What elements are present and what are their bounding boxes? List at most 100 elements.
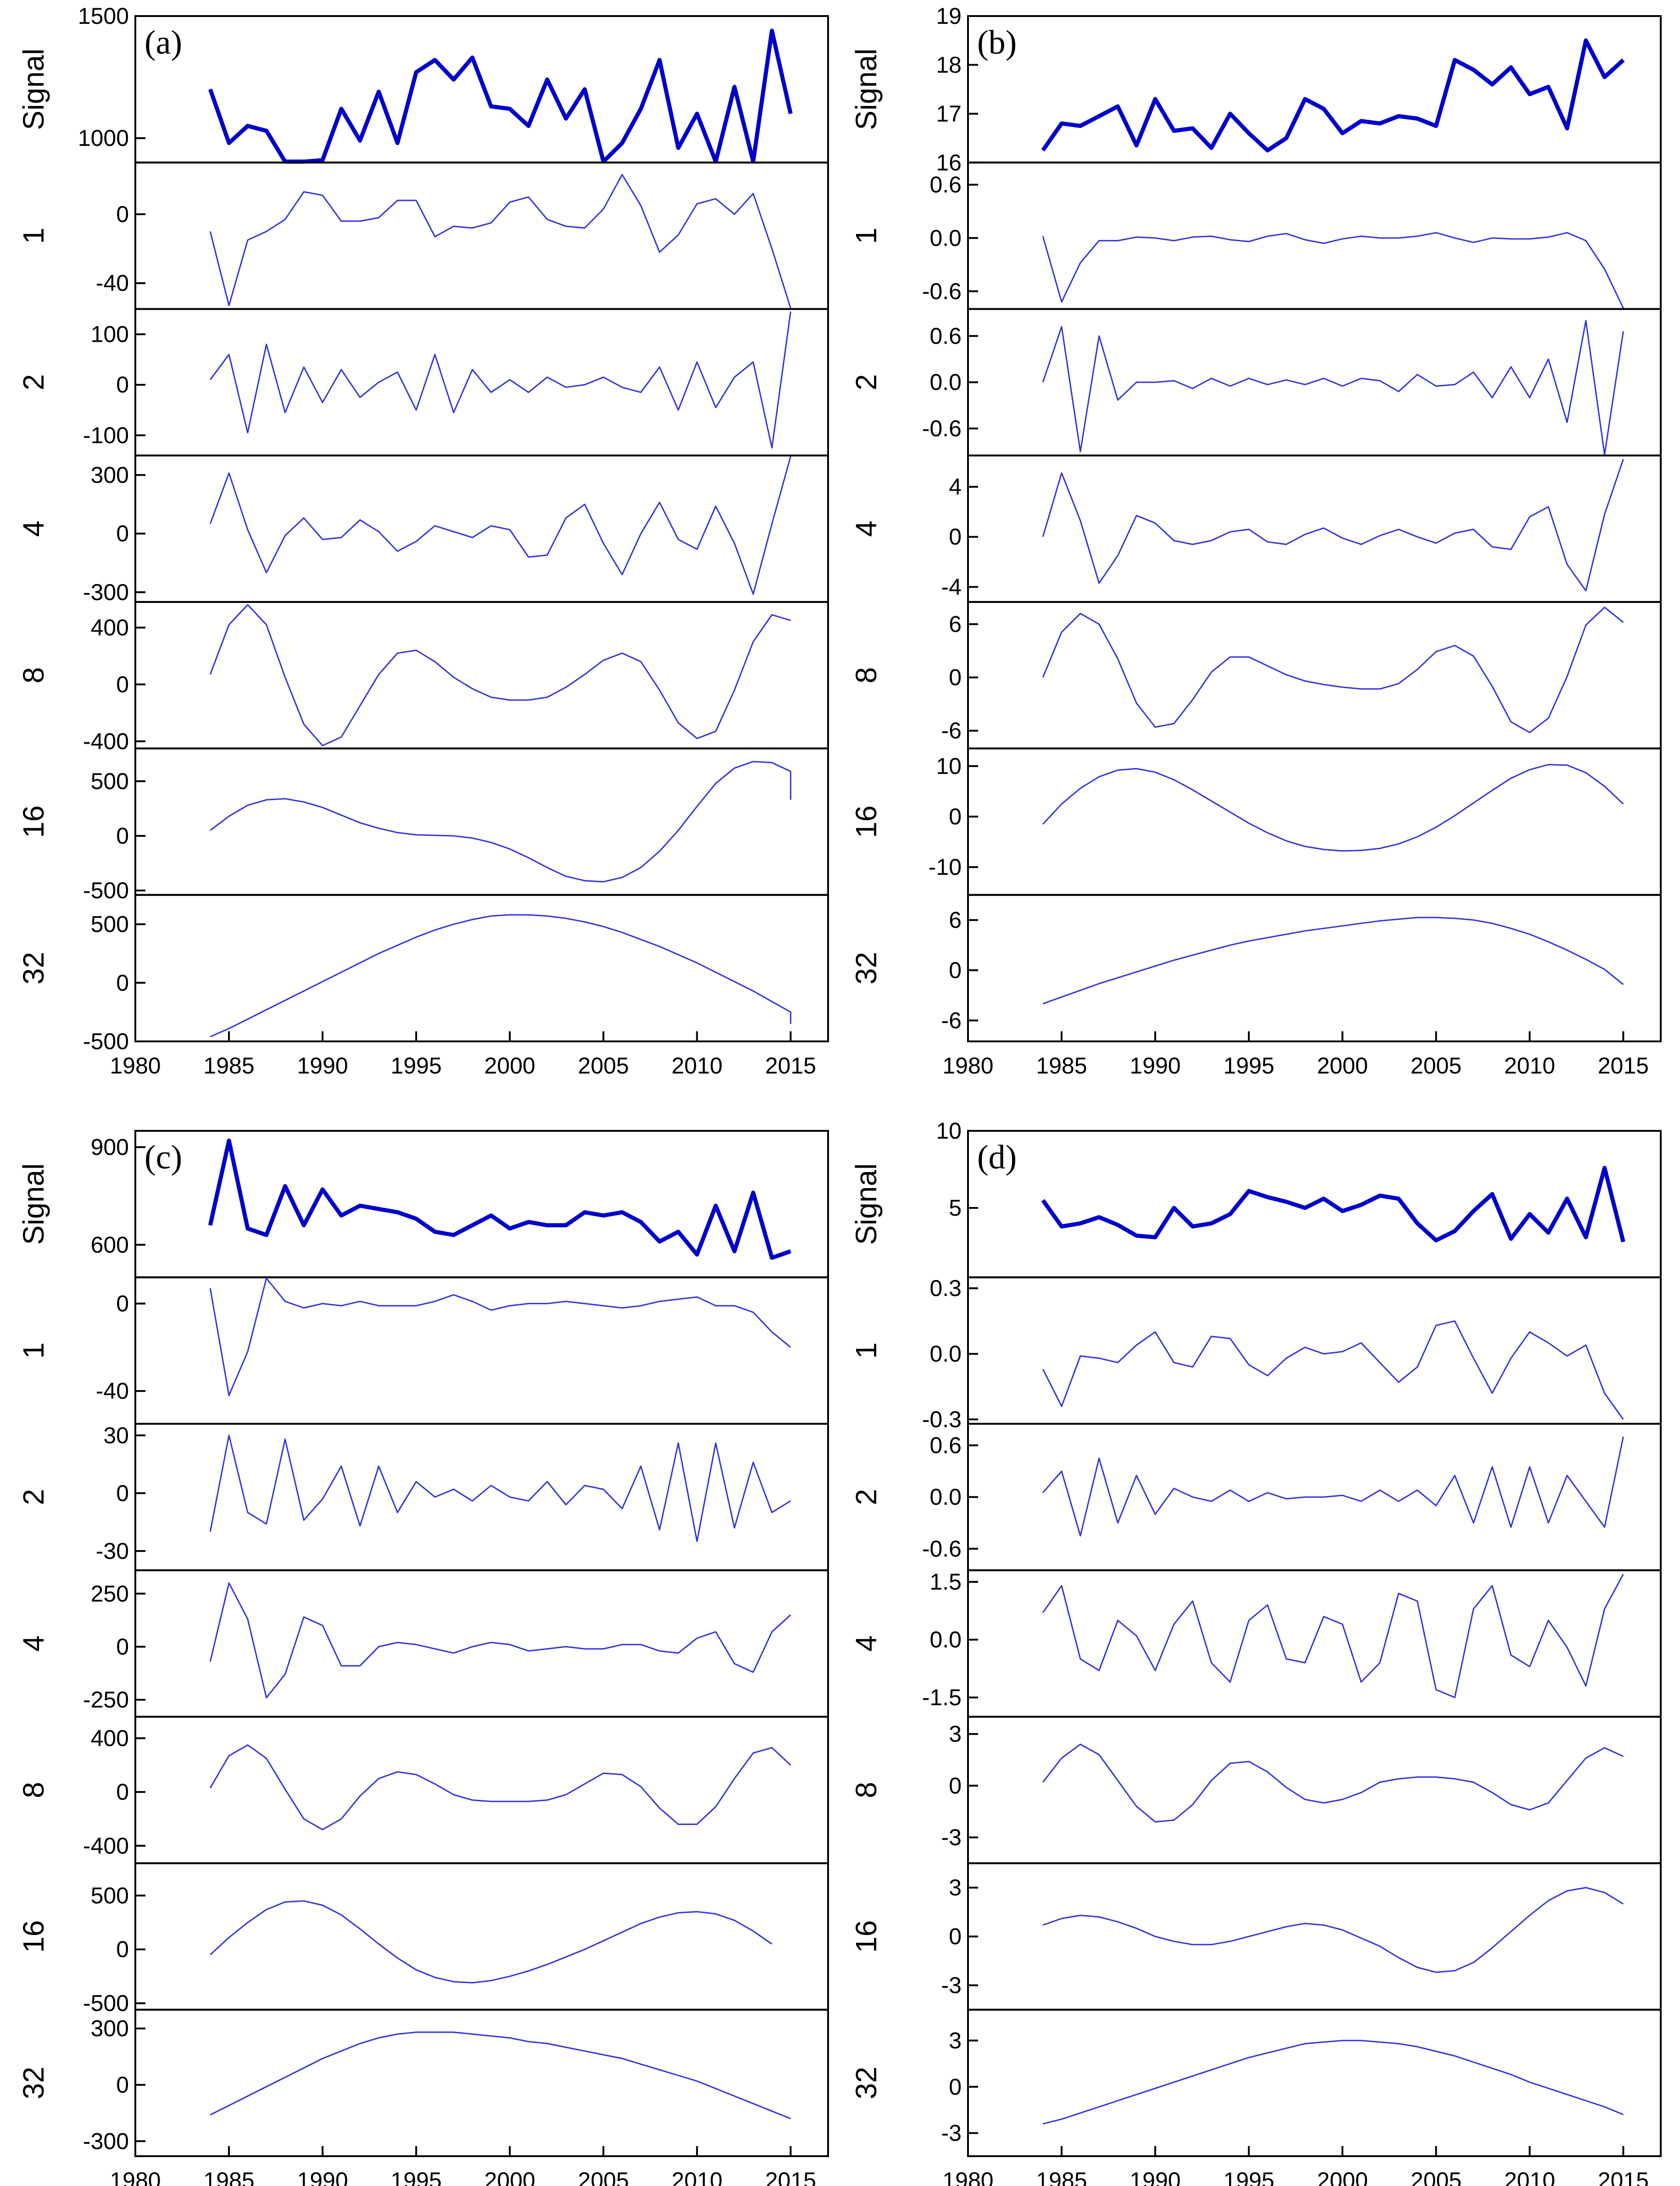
y-tick-label: 0	[116, 372, 129, 398]
y-tick-label: 3	[949, 2028, 962, 2053]
y-tick-label: 0	[116, 2072, 129, 2097]
y-tick-label: -500	[83, 878, 129, 903]
y-tick-label: -40	[96, 1378, 129, 1404]
y-tick-label: 19	[936, 3, 962, 29]
row-frame	[134, 1569, 829, 1718]
component-line	[210, 914, 791, 1038]
component-line	[209, 311, 791, 449]
row-frame	[967, 747, 1662, 896]
row-frame	[134, 161, 829, 310]
x-tick-label: 1985	[1036, 2168, 1087, 2186]
row-level-16: 500 0 -500 16	[17, 747, 829, 903]
row-label: Signal	[850, 49, 883, 130]
row-frame	[134, 894, 829, 1042]
y-tick-label: 0	[949, 804, 962, 829]
row-frame	[967, 15, 1662, 164]
x-tick-label: 1985	[203, 1053, 254, 1079]
row-level-8: 6 0 -6 8	[850, 601, 1662, 750]
row-label: 32	[17, 2067, 50, 2099]
y-tick-label: -400	[83, 729, 129, 754]
row-label: 4	[17, 521, 50, 537]
component-line	[209, 174, 791, 309]
row-frame	[967, 1716, 1662, 1864]
panel-a: 10001500Signal0-4011000-10023000-3004400…	[17, 3, 829, 1079]
component-line	[1042, 764, 1624, 852]
y-tick-label: 0	[116, 1634, 129, 1659]
row-frame	[967, 894, 1662, 1042]
row-level-2: 0.6 0.0 -0.6 2	[850, 1423, 1662, 1571]
row-label: 4	[850, 521, 883, 537]
y-tick-label: 1000	[78, 125, 129, 151]
x-tick-label: 1985	[203, 2168, 254, 2186]
row-frame	[134, 454, 829, 603]
row-label: 8	[17, 667, 50, 684]
row-level-4: 1.5 0.0 -1.5 4	[850, 1569, 1662, 1718]
row-level-32: 300 0 -300 32	[17, 2008, 829, 2158]
x-tick-label: 2015	[765, 1053, 816, 1079]
row-label: 16	[17, 1920, 50, 1952]
x-tick-label: 1990	[297, 1053, 348, 1079]
row-label: 32	[17, 952, 50, 985]
y-tick-label: -4	[941, 574, 962, 600]
y-tick-label: 250	[91, 1581, 129, 1607]
row-frame	[134, 1862, 829, 2011]
y-tick-label: 300	[91, 462, 129, 488]
signal-line	[1041, 38, 1625, 153]
y-tick-label: -6	[941, 1007, 962, 1033]
row-label: Signal	[850, 1163, 883, 1245]
row-frame	[134, 1130, 829, 1279]
x-tick-label: 1995	[391, 1053, 442, 1079]
y-tick-label: 500	[91, 1883, 129, 1908]
y-tick-label: 0.6	[929, 1433, 962, 1458]
x-tick-label: 2010	[1504, 1053, 1555, 1079]
y-tick-label: -300	[83, 2128, 129, 2154]
component-line	[1042, 1574, 1624, 1698]
y-tick-label: 0.6	[929, 323, 962, 349]
y-tick-label: 4	[949, 474, 962, 500]
y-tick-label: -3	[941, 1973, 962, 1998]
y-tick-label: 0.3	[929, 1275, 962, 1301]
x-tick-label: 1980	[942, 1053, 993, 1079]
component-line	[209, 604, 791, 746]
row-level-2: 100 0 -100 2	[17, 308, 829, 456]
x-tick-label: 2015	[1598, 1053, 1649, 1079]
row-frame	[967, 1862, 1662, 2011]
y-tick-label: 100	[91, 322, 129, 347]
row-frame	[134, 747, 829, 896]
y-tick-label: 0.0	[929, 1484, 962, 1510]
y-tick-label: 1.5	[929, 1569, 962, 1595]
y-tick-label: -0.6	[922, 416, 962, 441]
y-tick-label: 0	[949, 524, 962, 550]
row-label: 2	[850, 374, 883, 390]
y-tick-label: -6	[941, 718, 962, 744]
component-line	[1042, 606, 1624, 734]
component-line	[210, 1900, 773, 1984]
row-frame	[134, 1276, 829, 1425]
y-tick-label: -10	[929, 854, 962, 880]
row-level-32: 6 0 -6 32	[850, 894, 1662, 1042]
y-tick-label: -0.3	[922, 1407, 962, 1432]
y-tick-label: 10	[936, 1118, 962, 1144]
row-level-8: 400 0 -400 8	[17, 601, 829, 754]
row-frame	[967, 601, 1662, 750]
x-tick-label: 2010	[1504, 2168, 1555, 2186]
row-label: 32	[850, 952, 883, 985]
x-tick-label: 1990	[297, 2168, 348, 2186]
y-tick-label: -0.6	[922, 278, 962, 304]
y-tick-label: -3	[941, 1824, 962, 1850]
panel-label: (b)	[977, 24, 1017, 61]
y-tick-label: 0.0	[929, 1627, 962, 1652]
y-tick-label: 0	[116, 1779, 129, 1805]
y-tick-label: -500	[83, 1029, 129, 1054]
panel-c: 900600Signal0-401300-3022500-25044000-40…	[17, 1130, 829, 2186]
row-signal: 900 600 Signal	[17, 1130, 829, 1279]
component-line	[209, 1582, 791, 1698]
y-tick-label: 0.0	[929, 225, 962, 251]
y-tick-label: 0	[116, 672, 129, 697]
row-label: 2	[17, 1489, 50, 1505]
row-level-1: 0 -40 1	[17, 161, 829, 310]
component-line	[1042, 1887, 1624, 1973]
row-signal: 19 18 17 16 Signal	[850, 3, 1662, 175]
row-level-1: 0.6 0.0 -0.6 1	[850, 161, 1662, 310]
y-tick-label: 0	[116, 1290, 129, 1316]
